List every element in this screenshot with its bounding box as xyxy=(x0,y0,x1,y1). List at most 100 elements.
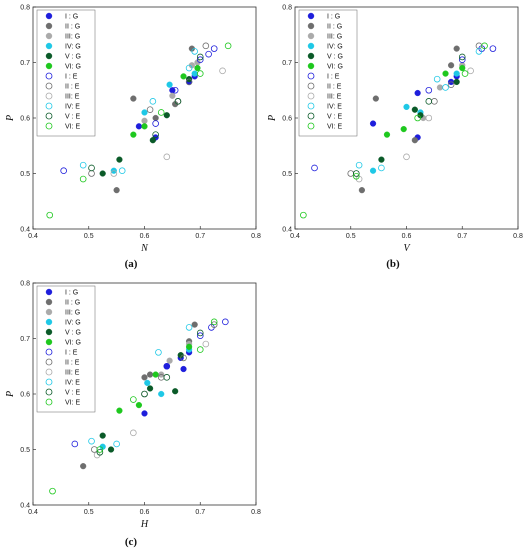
data-point xyxy=(130,396,137,403)
legend-marker xyxy=(45,92,53,100)
legend-entry: I : G xyxy=(327,14,340,21)
data-point xyxy=(113,440,120,448)
data-point xyxy=(425,114,433,122)
data-point xyxy=(107,446,115,453)
data-point xyxy=(355,161,363,169)
legend-entry: IV: E xyxy=(327,104,342,111)
data-point xyxy=(453,70,460,77)
data-point xyxy=(88,164,95,172)
data-point xyxy=(169,92,176,99)
y-tick-label: 0.6 xyxy=(20,392,30,399)
data-point xyxy=(369,167,377,174)
y-tick-label: 0.4 xyxy=(20,503,30,510)
data-point xyxy=(116,156,123,163)
data-point xyxy=(224,42,232,50)
data-point xyxy=(210,45,218,52)
data-point xyxy=(141,123,148,130)
legend-entry: II : G xyxy=(65,24,80,31)
legend-marker xyxy=(45,72,53,80)
y-tick-label: 0.5 xyxy=(282,171,292,178)
data-point xyxy=(152,371,159,378)
legend-marker xyxy=(45,112,53,120)
data-point xyxy=(219,67,226,75)
data-point xyxy=(403,153,410,161)
data-point xyxy=(158,390,165,398)
data-point xyxy=(146,371,154,378)
data-point xyxy=(196,329,204,337)
legend-entry: III: G xyxy=(65,34,80,41)
data-point xyxy=(141,410,148,417)
data-point xyxy=(163,153,171,161)
data-point xyxy=(186,343,193,350)
legend-entry: V : G xyxy=(65,330,81,337)
data-point xyxy=(194,64,201,72)
legend-marker xyxy=(307,102,315,110)
data-point xyxy=(191,321,198,328)
data-point xyxy=(46,211,54,219)
legend-marker xyxy=(45,398,53,406)
x-axis-label: H xyxy=(140,519,149,530)
legend-marker xyxy=(45,348,53,356)
chart-panel: 0.4 0.5 0.6 0.7 0.8 0.4 0.5 0.6 0.7 0.8 V P I : G II … xyxy=(267,5,523,271)
y-tick-label: 0.5 xyxy=(20,171,30,178)
legend-marker xyxy=(45,288,53,296)
legend-entry: I : E xyxy=(327,74,340,81)
data-point xyxy=(171,86,179,94)
x-tick-label: 0.6 xyxy=(140,509,150,516)
legend-marker xyxy=(45,328,53,336)
data-point xyxy=(481,42,488,50)
x-tick-label: 0.8 xyxy=(251,509,261,516)
legend-entry: V : E xyxy=(65,114,81,121)
data-point xyxy=(96,448,104,456)
legend-entry: IV: E xyxy=(65,104,80,111)
legend-entry: III: G xyxy=(327,34,342,41)
legend-entry: II : G xyxy=(65,300,80,307)
y-tick-label: 0.6 xyxy=(20,116,30,123)
x-tick-label: 0.5 xyxy=(346,233,356,240)
data-point xyxy=(185,64,193,72)
data-point xyxy=(411,137,418,144)
x-tick-label: 0.4 xyxy=(28,509,38,516)
data-point xyxy=(135,123,143,130)
panel-label: (b) xyxy=(386,258,400,270)
y-tick-label: 0.4 xyxy=(282,227,292,234)
data-point xyxy=(458,53,466,61)
data-point xyxy=(110,170,118,177)
x-tick-label: 0.6 xyxy=(402,233,412,240)
data-point xyxy=(461,70,469,77)
data-point xyxy=(475,48,483,55)
legend-entry: II : E xyxy=(65,84,80,91)
legend-entry: IV: G xyxy=(327,44,343,51)
legend-marker xyxy=(45,62,53,70)
data-point xyxy=(378,164,385,172)
chart-panel: 0.4 0.5 0.6 0.7 0.8 0.4 0.5 0.6 0.7 0.8 N P I : G II … xyxy=(5,5,261,271)
data-point xyxy=(146,106,154,113)
legend-marker xyxy=(45,308,53,316)
legend-marker xyxy=(45,22,53,30)
legend-entry: V : G xyxy=(327,54,343,61)
data-point xyxy=(180,73,187,80)
y-tick-label: 0.8 xyxy=(282,5,292,12)
legend-marker xyxy=(307,122,315,130)
legend-entry: III: E xyxy=(65,370,80,377)
data-point xyxy=(80,463,87,470)
legend-entry: V : G xyxy=(65,54,81,61)
legend-marker xyxy=(45,298,53,306)
x-tick-label: 0.5 xyxy=(84,509,94,516)
data-point xyxy=(202,340,210,348)
legend-marker xyxy=(45,102,53,110)
data-point xyxy=(163,112,170,119)
legend-entry: V : E xyxy=(65,390,81,397)
data-point xyxy=(453,78,460,86)
data-point xyxy=(442,70,449,77)
legend-entry: I : G xyxy=(65,14,78,21)
legend-marker xyxy=(307,42,315,50)
legend-entry: II : E xyxy=(65,360,80,367)
data-point xyxy=(118,167,126,175)
data-point xyxy=(135,402,143,409)
data-point xyxy=(163,374,171,381)
legend-entry: VI: E xyxy=(65,400,81,407)
data-point xyxy=(180,365,187,373)
legend-marker xyxy=(45,32,53,40)
